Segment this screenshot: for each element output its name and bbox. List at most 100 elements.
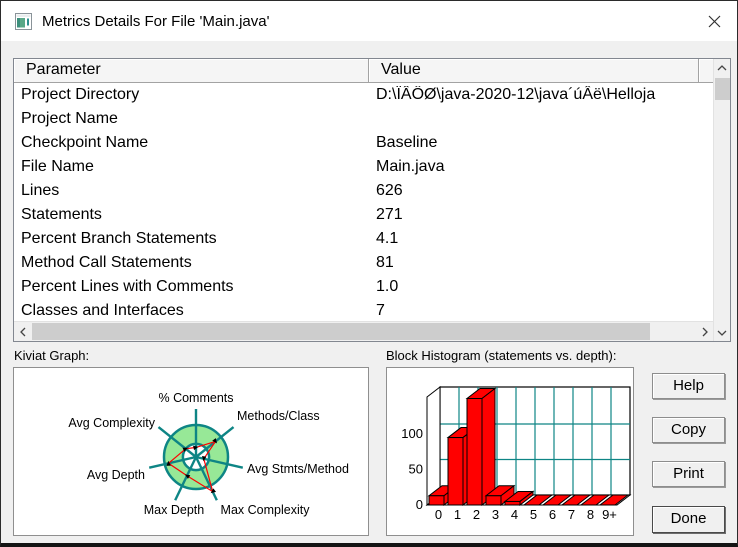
kiviat-axis-label: Avg Stmts/Method (247, 462, 349, 476)
table-row[interactable]: Percent Lines with Comments 1.0 (14, 275, 713, 299)
kiviat-axis-label: Avg Depth (87, 468, 145, 482)
table-row[interactable]: Statements 271 (14, 203, 713, 227)
histogram-y-labels: 0 50 100 (401, 426, 423, 512)
parameter-cell: File Name (21, 158, 94, 175)
histogram-left-wall (426, 385, 441, 507)
scroll-down-button[interactable] (714, 324, 730, 341)
x-tick-label: 6 (549, 507, 556, 522)
parameter-cell: Project Directory (21, 86, 140, 103)
title-bar: Metrics Details For File 'Main.java' (1, 1, 737, 41)
kiviat-chart: % Comments Methods/Class Avg Stmts/Method M… (68, 391, 349, 517)
print-button[interactable]: Print (652, 461, 725, 487)
chevron-up-icon (717, 64, 727, 70)
bar-side (481, 387, 496, 507)
parameter-cell: Checkpoint Name (21, 134, 149, 151)
app-icon (15, 12, 32, 30)
column-header-value[interactable]: Value (369, 59, 699, 82)
kiviat-axis-label: Max Depth (144, 503, 204, 517)
bar-front (466, 398, 483, 506)
value-cell: 1.0 (376, 278, 399, 295)
table-row[interactable]: Project Directory D:\ÏÂÔØ\java-2020-12\ja… (14, 83, 713, 107)
value-cell: 4.1 (376, 230, 399, 247)
value-cell: 626 (376, 182, 403, 199)
table-row[interactable]: Method Call Statements 81 (14, 251, 713, 275)
y-tick-label: 50 (409, 462, 423, 477)
value-cell: 271 (376, 206, 403, 223)
column-header-filler (699, 59, 713, 82)
parameter-cell: Classes and Interfaces (21, 302, 184, 319)
histogram-bars (427, 387, 630, 507)
x-tick-label: 9+ (602, 507, 617, 522)
horizontal-scroll-thumb[interactable] (32, 323, 651, 340)
x-tick-label: 1 (454, 507, 461, 522)
x-tick-label: 4 (511, 507, 518, 522)
parameter-cell: Percent Branch Statements (21, 230, 217, 247)
chevron-down-icon (717, 330, 727, 336)
chevron-left-icon (19, 327, 25, 336)
kiviat-graph-label: Kiviat Graph: (14, 348, 90, 363)
horizontal-scroll-track[interactable] (31, 322, 696, 341)
metrics-table: Parameter Value Project Directory D:\ÏÂÔØ… (13, 58, 731, 342)
table-row[interactable]: Classes and Interfaces 7 (14, 299, 713, 321)
parameter-cell: Statements (21, 206, 102, 223)
x-tick-label: 7 (568, 507, 575, 522)
kiviat-axis-label: % Comments (158, 391, 233, 405)
table-row[interactable]: Lines 626 (14, 179, 713, 203)
close-button[interactable] (697, 6, 731, 36)
kiviat-axis-label: Avg Complexity (68, 416, 155, 430)
kiviat-data-polygon (169, 441, 216, 491)
x-tick-label: 8 (587, 507, 594, 522)
vertical-scroll-track[interactable] (714, 76, 730, 324)
value-cell: D:\ÏÂÔØ\java-2020-12\java´úÂë\Helloja (376, 86, 656, 103)
parameter-cell: Percent Lines with Comments (21, 278, 234, 295)
kiviat-graph-panel: % Comments Methods/Class Avg Stmts/Method M… (13, 367, 369, 536)
vertical-scroll-thumb[interactable] (715, 78, 730, 100)
value-cell: 7 (376, 302, 385, 319)
x-tick-label: 2 (473, 507, 480, 522)
scroll-up-button[interactable] (714, 59, 730, 76)
y-tick-label: 0 (416, 497, 423, 512)
kiviat-axis-label: Max Complexity (221, 503, 311, 517)
bar-front (504, 500, 521, 506)
histogram-x-labels: 0 1 2 3 4 5 6 7 8 9+ (435, 507, 617, 522)
value-cell: Main.java (376, 158, 445, 175)
chevron-right-icon (702, 327, 708, 336)
column-header-parameter[interactable]: Parameter (14, 59, 369, 82)
value-cell: 81 (376, 254, 394, 271)
bar-front (428, 495, 445, 506)
dialog-title: Metrics Details For File 'Main.java' (42, 12, 270, 30)
table-row[interactable]: Percent Branch Statements 4.1 (14, 227, 713, 251)
kiviat-axis-label: Methods/Class (237, 409, 320, 423)
scroll-left-button[interactable] (14, 322, 31, 341)
block-histogram-label: Block Histogram (statements vs. depth): (386, 348, 617, 363)
close-icon (708, 15, 720, 27)
table-row[interactable]: Checkpoint Name Baseline (14, 131, 713, 155)
scroll-right-button[interactable] (696, 322, 713, 341)
parameter-cell: Method Call Statements (21, 254, 192, 271)
table-row[interactable]: Project Name (14, 107, 713, 131)
x-tick-label: 5 (530, 507, 537, 522)
table-header: Parameter Value (14, 59, 713, 83)
vertical-scrollbar[interactable] (713, 59, 730, 341)
kiviat-axis-labels: % Comments Methods/Class Avg Stmts/Method M… (68, 391, 349, 517)
copy-button[interactable]: Copy (652, 417, 725, 443)
value-cell: Baseline (376, 134, 438, 151)
table-row[interactable]: File Name Main.java (14, 155, 713, 179)
table-body: Project Directory D:\ÏÂÔØ\java-2020-12\ja… (14, 83, 713, 321)
bar-zero (541, 494, 573, 506)
bar-zero (579, 494, 611, 506)
bar-front (485, 495, 502, 506)
block-histogram-panel: 0 50 100 0 1 2 3 4 5 6 7 8 9+ (386, 367, 634, 536)
bar-zero (560, 494, 592, 506)
x-tick-label: 0 (435, 507, 442, 522)
bar-front (447, 437, 464, 506)
done-button[interactable]: Done (652, 506, 725, 533)
help-button[interactable]: Help (652, 373, 725, 399)
x-tick-label: 3 (492, 507, 499, 522)
y-tick-label: 100 (401, 426, 423, 441)
parameter-cell: Project Name (21, 110, 118, 127)
parameter-cell: Lines (21, 182, 60, 199)
horizontal-scrollbar[interactable] (14, 321, 713, 341)
